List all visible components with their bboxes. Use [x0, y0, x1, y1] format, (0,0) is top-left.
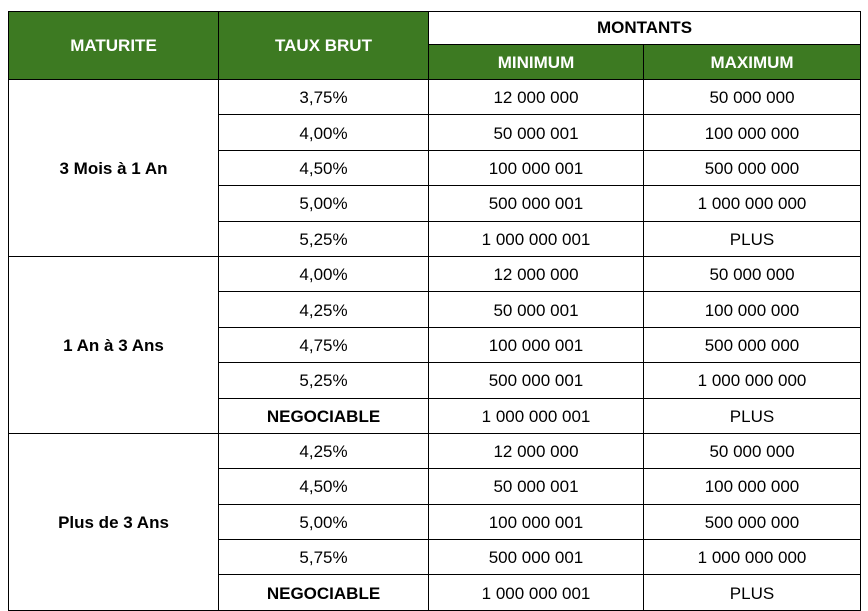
taux-cell: 4,50% [218, 468, 429, 505]
minimum-cell: 50 000 001 [428, 468, 644, 505]
minimum-cell: 100 000 001 [428, 149, 644, 187]
minimum-cell: 50 000 001 [428, 114, 644, 151]
taux-cell: 3,75% [218, 78, 429, 116]
taux-cell: 4,50% [218, 149, 429, 187]
minimum-cell: 12 000 000 [428, 432, 644, 470]
taux-cell: 4,00% [218, 114, 429, 151]
maximum-cell: 50 000 000 [643, 432, 861, 470]
table-body: 3 Mois à 1 An 3,75% 12 000 000 50 000 000 4,… [8, 78, 861, 611]
table-row: NEGOCIABLE 1 000 000 001 PLUS [9, 397, 861, 434]
minimum-cell: 500 000 001 [428, 362, 644, 399]
taux-cell: 4,75% [218, 326, 429, 364]
minimum-cell: 100 000 001 [428, 503, 644, 541]
table-row: 5,25% 1 000 000 001 PLUS [9, 220, 861, 257]
table-row: 5,25% 500 000 001 1 000 000 000 [9, 362, 861, 399]
table-row: 5,00% 100 000 001 500 000 000 [9, 503, 861, 541]
table-row: 4,75% 100 000 001 500 000 000 [9, 326, 861, 364]
table-row: Plus de 3 Ans 4,25% 12 000 000 50 000 000 [8, 432, 861, 611]
table-row: 3 Mois à 1 An 3,75% 12 000 000 50 000 000 [8, 78, 861, 257]
minimum-cell: 500 000 001 [428, 539, 644, 576]
maximum-cell: 500 000 000 [643, 503, 861, 541]
maximum-cell: 1 000 000 000 [643, 539, 861, 576]
maximum-cell: 100 000 000 [643, 114, 861, 151]
taux-cell: 5,25% [218, 220, 429, 257]
maturite-cell: Plus de 3 Ans [8, 432, 219, 611]
minimum-cell: 12 000 000 [428, 78, 644, 116]
taux-cell: 5,75% [218, 539, 429, 576]
minimum-cell: 1 000 000 001 [428, 574, 644, 611]
header-minimum: MINIMUM [428, 44, 644, 80]
header-maturite: MATURITE [8, 11, 219, 80]
table-row: 1 An à 3 Ans 4,00% 12 000 000 50 000 000 [8, 255, 861, 434]
table-row: 5,75% 500 000 001 1 000 000 000 [9, 539, 861, 576]
minimum-cell: 1 000 000 001 [428, 220, 644, 257]
minimum-cell: 1 000 000 001 [428, 397, 644, 434]
taux-cell: 4,25% [218, 291, 429, 328]
taux-cell: 4,25% [218, 432, 429, 470]
header-taux-brut: TAUX BRUT [218, 11, 429, 80]
table-row: 4,50% 100 000 001 500 000 000 [9, 149, 861, 187]
maximum-cell: 1 000 000 000 [643, 362, 861, 399]
taux-cell: 5,00% [218, 503, 429, 541]
minimum-cell: 12 000 000 [428, 255, 644, 293]
maximum-cell: 500 000 000 [643, 326, 861, 364]
minimum-cell: 100 000 001 [428, 326, 644, 364]
maturite-cell: 3 Mois à 1 An [8, 79, 219, 257]
header-montants: MONTANTS [428, 11, 861, 45]
maximum-cell: PLUS [643, 220, 861, 257]
maximum-cell: 100 000 000 [643, 468, 861, 505]
maximum-cell: 1 000 000 000 [643, 185, 861, 222]
minimum-cell: 500 000 001 [428, 185, 644, 222]
table-row: 4,50% 50 000 001 100 000 000 [9, 468, 861, 505]
maximum-cell: 500 000 000 [643, 149, 861, 187]
maximum-cell: 50 000 000 [643, 255, 861, 293]
maximum-cell: PLUS [643, 574, 861, 611]
maximum-cell: 50 000 000 [643, 78, 861, 116]
taux-cell: 5,00% [218, 185, 429, 222]
taux-cell: 5,25% [218, 362, 429, 399]
taux-cell: NEGOCIABLE [218, 397, 429, 434]
table-row: 5,00% 500 000 001 1 000 000 000 [9, 185, 861, 222]
maximum-cell: PLUS [643, 397, 861, 434]
minimum-cell: 50 000 001 [428, 291, 644, 328]
table-row: 4,00% 50 000 001 100 000 000 [9, 114, 861, 151]
taux-cell: 4,00% [218, 255, 429, 293]
maturite-cell: 1 An à 3 Ans [8, 255, 219, 434]
header-maximum: MAXIMUM [643, 44, 861, 80]
taux-cell: NEGOCIABLE [218, 574, 429, 611]
rates-table: MATURITE TAUX BRUT MONTANTS MINIMUM MAXI… [8, 11, 861, 611]
table-row: 4,25% 50 000 001 100 000 000 [9, 291, 861, 328]
maximum-cell: 100 000 000 [643, 291, 861, 328]
